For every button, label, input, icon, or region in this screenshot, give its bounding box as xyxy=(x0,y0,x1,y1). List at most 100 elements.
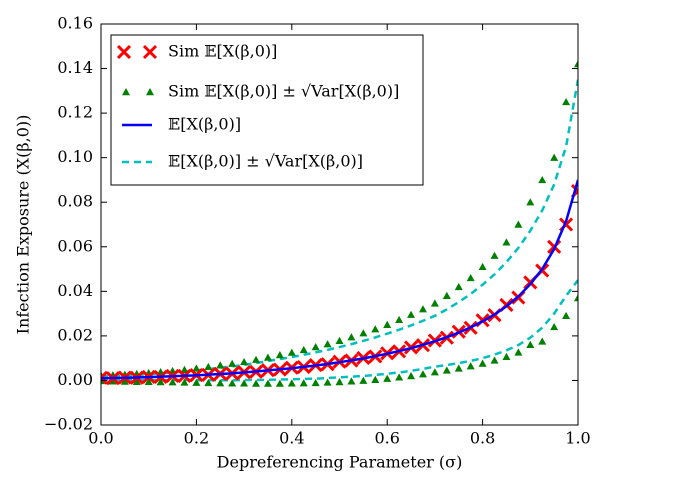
sim-band-marker xyxy=(311,343,320,351)
legend-marker xyxy=(142,44,158,60)
sim-band-marker xyxy=(502,352,511,361)
sim-band-marker xyxy=(478,262,487,271)
y-tick-label: 0.10 xyxy=(57,147,93,166)
sim-band-marker xyxy=(442,366,451,374)
x-tick-label: 0.0 xyxy=(88,429,113,448)
sim-band-marker xyxy=(574,60,578,68)
sim-band-marker xyxy=(514,220,523,228)
sim-band-marker xyxy=(538,337,547,345)
sim-band-marker xyxy=(252,379,261,387)
sim-band-marker xyxy=(287,379,296,387)
sim-band-marker xyxy=(550,153,559,161)
plot-area xyxy=(101,60,578,387)
sim-band-marker xyxy=(526,198,535,206)
sim-band-marker xyxy=(359,376,368,384)
sim-band-marker xyxy=(395,315,404,324)
sim-band-marker xyxy=(562,311,571,320)
sim-band-marker xyxy=(407,371,416,380)
sim-band-marker xyxy=(502,238,511,246)
legend-marker xyxy=(146,88,154,96)
y-tick-label: 0.00 xyxy=(57,370,93,389)
sim-band-marker xyxy=(466,273,475,282)
sim-band-marker xyxy=(263,353,272,361)
sim-band-marker xyxy=(430,368,439,376)
sim-band-marker xyxy=(216,379,225,387)
sim-band-marker xyxy=(466,362,475,370)
legend: Sim 𝔼[X(β,0)] Sim 𝔼[X(β,0)] ± √Var[X(β,0)… xyxy=(110,34,424,186)
y-tick-label: 0.16 xyxy=(57,14,93,33)
sim-band-marker xyxy=(347,377,356,385)
sim-band-marker xyxy=(514,348,523,356)
band-line xyxy=(101,79,578,378)
sim-band-marker xyxy=(574,294,578,302)
sim-band-marker xyxy=(335,378,344,386)
y-tick-label: 0.12 xyxy=(57,103,93,122)
sim-band-marker xyxy=(275,351,284,359)
sim-band-marker xyxy=(168,378,177,386)
y-tick-label: −0.02 xyxy=(44,415,93,434)
axes-frame xyxy=(100,23,579,426)
sim-band-marker xyxy=(240,357,249,366)
sim-band-marker xyxy=(371,325,380,333)
x-tick-label: 0.8 xyxy=(470,429,495,448)
sim-band-marker xyxy=(371,375,380,383)
sim-band-marker xyxy=(418,305,427,313)
sim-band-marker xyxy=(120,377,129,385)
sim-band-marker xyxy=(442,291,451,299)
sim-band-marker xyxy=(335,336,344,344)
sim-band-marker xyxy=(275,379,284,387)
sim-band-marker xyxy=(204,362,213,371)
sim-band-marker xyxy=(299,379,308,387)
legend-marker xyxy=(116,44,132,60)
sim-band-marker xyxy=(180,378,189,386)
y-tick-label: 0.14 xyxy=(57,58,93,77)
sim-band-marker xyxy=(526,340,535,348)
legend-box xyxy=(110,34,424,186)
x-axis-label: Depreferencing Parameter (σ) xyxy=(217,453,463,472)
sim-band-marker xyxy=(144,377,153,385)
x-tick-label: 0.6 xyxy=(374,429,399,448)
sim-band-marker xyxy=(490,356,499,364)
y-tick-label: 0.08 xyxy=(57,192,93,211)
sim-band-marker xyxy=(359,329,368,337)
sim-mean-marker xyxy=(101,370,109,385)
sim-band-marker xyxy=(383,374,392,382)
legend-label: 𝔼[X(β,0)] ± √Var[X(β,0)] xyxy=(168,152,363,171)
sim-band-marker xyxy=(192,364,201,372)
sim-band-marker xyxy=(132,377,141,385)
sim-band-marker xyxy=(108,377,117,385)
sim-band-marker xyxy=(299,345,308,354)
sim-band-marker xyxy=(263,379,272,387)
legend-marker xyxy=(122,88,130,96)
mean-line xyxy=(101,179,578,380)
x-tick-label: 0.4 xyxy=(279,429,304,448)
x-tick-label: 0.2 xyxy=(184,429,209,448)
sim-band-marker xyxy=(287,348,296,356)
legend-label: Sim 𝔼[X(β,0)] ± √Var[X(β,0)] xyxy=(168,82,399,101)
sim-band-marker xyxy=(156,378,165,386)
sim-band-marker xyxy=(204,378,213,387)
sim-band-marker xyxy=(454,282,463,291)
legend-label: Sim 𝔼[X(β,0)] xyxy=(168,42,277,61)
sim-band-marker xyxy=(252,355,261,363)
sim-band-marker xyxy=(383,320,392,328)
sim-band-marker xyxy=(180,365,189,373)
y-tick-label: 0.02 xyxy=(57,325,93,344)
y-tick-label: 0.04 xyxy=(57,281,93,300)
sim-band-marker xyxy=(311,378,320,387)
sim-band-marker xyxy=(395,373,404,381)
sim-band-marker xyxy=(228,359,237,367)
sim-band-marker xyxy=(454,364,463,372)
sim-band-marker xyxy=(347,333,356,341)
sim-band-marker xyxy=(562,97,571,106)
sim-band-marker xyxy=(240,379,249,387)
sim-band-marker xyxy=(550,322,559,331)
sim-band-marker xyxy=(228,379,237,387)
x-tick-label: 1.0 xyxy=(565,429,590,448)
band-line xyxy=(101,279,578,382)
sim-band-marker xyxy=(407,310,416,318)
sim-band-marker xyxy=(418,370,427,378)
sim-band-marker xyxy=(216,361,225,369)
